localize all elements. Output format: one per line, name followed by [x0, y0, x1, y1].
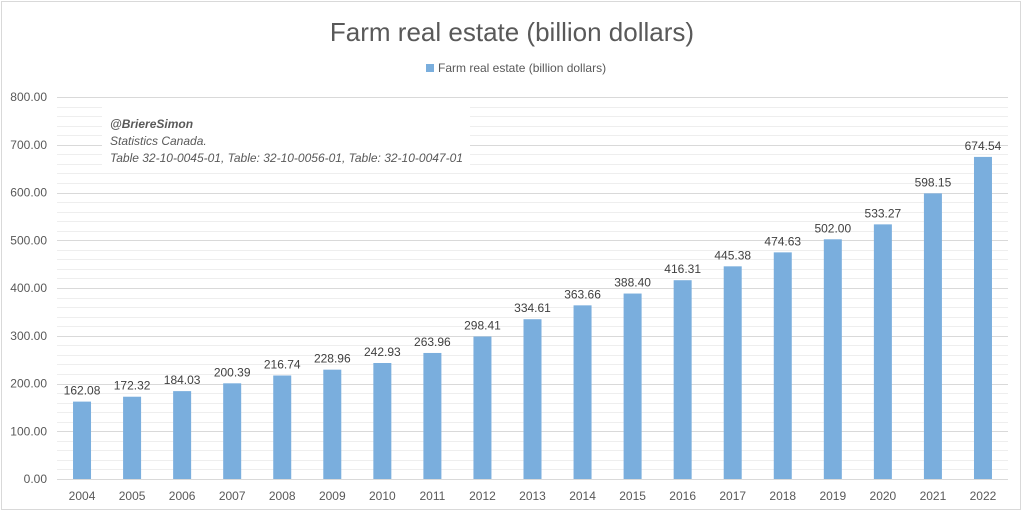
bar [373, 363, 392, 479]
x-tick-label: 2017 [719, 489, 746, 503]
x-tick-label: 2016 [669, 489, 696, 503]
data-label: 388.40 [614, 276, 651, 290]
y-tick-label: 0.00 [24, 472, 48, 486]
data-label: 445.38 [714, 248, 751, 262]
legend-label: Farm real estate (billion dollars) [438, 61, 606, 75]
bar [623, 293, 642, 479]
annotation-tables: Table 32-10-0045-01, Table: 32-10-0056-0… [110, 151, 463, 165]
x-tick-label: 2009 [319, 489, 346, 503]
x-tick-label: 2006 [169, 489, 196, 503]
data-label: 242.93 [364, 345, 401, 359]
bar [923, 193, 942, 480]
data-label: 228.96 [314, 352, 351, 366]
bar [823, 239, 842, 479]
bar [473, 336, 492, 479]
bar [973, 156, 992, 479]
bar [873, 224, 892, 479]
data-label: 216.74 [264, 358, 301, 372]
y-tick-label: 100.00 [10, 424, 47, 438]
data-label: 298.41 [464, 319, 501, 333]
y-tick-label: 400.00 [10, 281, 47, 295]
data-label: 363.66 [564, 287, 601, 301]
annotation-author: @BriereSimon [110, 117, 193, 131]
bar [723, 266, 742, 479]
data-label: 200.39 [214, 365, 251, 379]
bar [123, 396, 142, 479]
annotation-background [102, 107, 470, 173]
y-tick-label: 200.00 [10, 377, 47, 391]
bar [673, 280, 692, 479]
x-tick-label: 2019 [819, 489, 846, 503]
bar [773, 252, 792, 479]
bar [73, 401, 92, 479]
data-label: 184.03 [164, 373, 201, 387]
y-tick-label: 500.00 [10, 233, 47, 247]
bar [173, 391, 192, 479]
data-label: 334.61 [514, 301, 551, 315]
legend: Farm real estate (billion dollars) [426, 61, 606, 75]
x-tick-label: 2013 [519, 489, 546, 503]
x-tick-label: 2018 [769, 489, 796, 503]
x-tick-label: 2015 [619, 489, 646, 503]
y-tick-label: 600.00 [10, 186, 47, 200]
x-axis: 2004 2005 2006 2007 2008 2009 2010 2011 2012 2013… [57, 479, 1008, 503]
x-tick-label: 2020 [870, 489, 897, 503]
x-tick-label: 2022 [970, 489, 997, 503]
annotation-source: Statistics Canada. [110, 134, 207, 148]
x-tick-label: 2007 [219, 489, 246, 503]
y-axis: 0.00 100.00 200.00 300.00 400.00 500.00 600.00… [10, 90, 47, 486]
bar [523, 319, 542, 479]
x-tick-label: 2004 [69, 489, 96, 503]
data-label: 674.54 [965, 139, 1002, 153]
y-tick-label: 300.00 [10, 329, 47, 343]
x-tick-label: 2005 [119, 489, 146, 503]
x-tick-label: 2008 [269, 489, 296, 503]
x-tick-label: 2014 [569, 489, 596, 503]
data-label: 502.00 [814, 221, 851, 235]
y-tick-label: 800.00 [10, 90, 47, 104]
data-label: 598.15 [915, 175, 952, 189]
data-labels: 162.08 172.32 184.03 200.39 216.74 228.96 242.… [64, 139, 1002, 398]
bar [423, 352, 442, 479]
data-label: 172.32 [114, 379, 151, 393]
x-tick-label: 2010 [369, 489, 396, 503]
annotation-box: @BriereSimon Statistics Canada. Table 32… [102, 107, 470, 173]
bar [573, 305, 592, 479]
x-tick-label: 2021 [920, 489, 947, 503]
data-label: 416.31 [664, 262, 701, 276]
data-label: 533.27 [865, 206, 902, 220]
bar [273, 375, 292, 479]
legend-swatch [426, 64, 434, 72]
data-label: 474.63 [764, 234, 801, 248]
bar [323, 369, 342, 479]
x-tick-label: 2012 [469, 489, 496, 503]
data-label: 162.08 [64, 384, 101, 398]
data-label: 263.96 [414, 335, 451, 349]
bar [223, 383, 242, 479]
bars [73, 156, 992, 480]
chart-title: Farm real estate (billion dollars) [330, 17, 694, 47]
y-tick-label: 700.00 [10, 138, 47, 152]
x-tick-label: 2011 [419, 489, 445, 503]
